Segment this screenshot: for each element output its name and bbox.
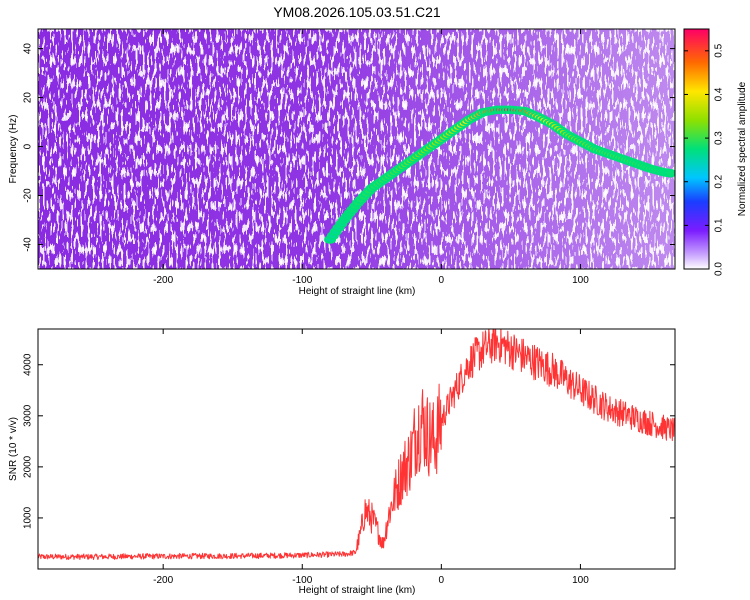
spectrogram-y-ticks: -40 -20 0 20 40 xyxy=(23,43,675,252)
snr-panel: -200 -100 0 100 1000 2000 3000 4000 Height of … xyxy=(8,328,676,596)
snr-y-ticks: 1000 2000 3000 4000 xyxy=(23,353,675,529)
spectral-trace xyxy=(324,105,675,244)
spectrogram-x-ticks: -200 -100 0 100 xyxy=(153,29,589,286)
snr-x-tick-label: 100 xyxy=(572,575,589,586)
snr-plot-area xyxy=(38,329,675,560)
snr-x-tick-label: 0 xyxy=(439,575,445,586)
colorbar-tick-label: 0.0 xyxy=(714,262,725,276)
spectrogram-y-tick-label: -20 xyxy=(23,188,34,203)
spectrogram-x-tick-label: -100 xyxy=(292,275,312,286)
snr-y-tick-label: 2000 xyxy=(23,455,34,478)
snr-x-ticks: -200 -100 0 100 xyxy=(153,329,589,586)
spectrogram-x-label: Height of straight line (km) xyxy=(299,286,416,297)
spectrogram-frame xyxy=(37,28,676,270)
colorbar-tick-label: 0.1 xyxy=(714,218,725,232)
spectrogram-x-tick-label: 100 xyxy=(572,275,589,286)
snr-y-tick-label: 1000 xyxy=(23,506,34,529)
colorbar-label: Normalized spectral amplitude xyxy=(737,81,748,216)
colorbar-tick-label: 0.5 xyxy=(714,43,725,57)
snr-y-label: SNR (10 * v/v) xyxy=(8,417,19,481)
colorbar-tick-label: 0.4 xyxy=(714,87,725,101)
snr-y-tick-label: 4000 xyxy=(23,353,34,376)
spectrogram-y-tick-label: 20 xyxy=(23,92,34,104)
colorbar-ticks: 0.0 0.1 0.2 0.3 0.4 0.5 xyxy=(684,43,725,276)
colorbar-tick-label: 0.3 xyxy=(714,131,725,145)
snr-x-tick-label: -200 xyxy=(153,575,173,586)
snr-x-label: Height of straight line (km) xyxy=(299,585,416,596)
spectrogram-y-tick-label: 40 xyxy=(23,43,34,55)
spectrogram-y-tick-label: -40 xyxy=(23,237,34,252)
spectrogram-fade xyxy=(38,29,675,269)
spectrogram-x-tick-label: -200 xyxy=(153,275,173,286)
colorbar-gradient xyxy=(684,29,709,269)
spectrogram-x-tick-label: 0 xyxy=(439,275,445,286)
colorbar-frame xyxy=(683,28,710,270)
colorbar-tick-label: 0.2 xyxy=(714,174,725,188)
trace-point xyxy=(666,170,675,176)
snr-x-tick-label: -100 xyxy=(292,575,312,586)
spectrogram-y-label: Frequency (Hz) xyxy=(8,115,19,184)
spectrogram-y-tick-label: 0 xyxy=(23,143,34,149)
colorbar: 0.0 0.1 0.2 0.3 0.4 0.5 Normalized spectral a… xyxy=(683,28,748,276)
snr-y-tick-label: 3000 xyxy=(23,404,34,427)
snr-frame xyxy=(37,328,676,570)
snr-series-line xyxy=(38,329,675,560)
spectrogram-image xyxy=(38,29,675,269)
figure-title: YM08.2026.105.03.51.C21 xyxy=(273,4,441,20)
